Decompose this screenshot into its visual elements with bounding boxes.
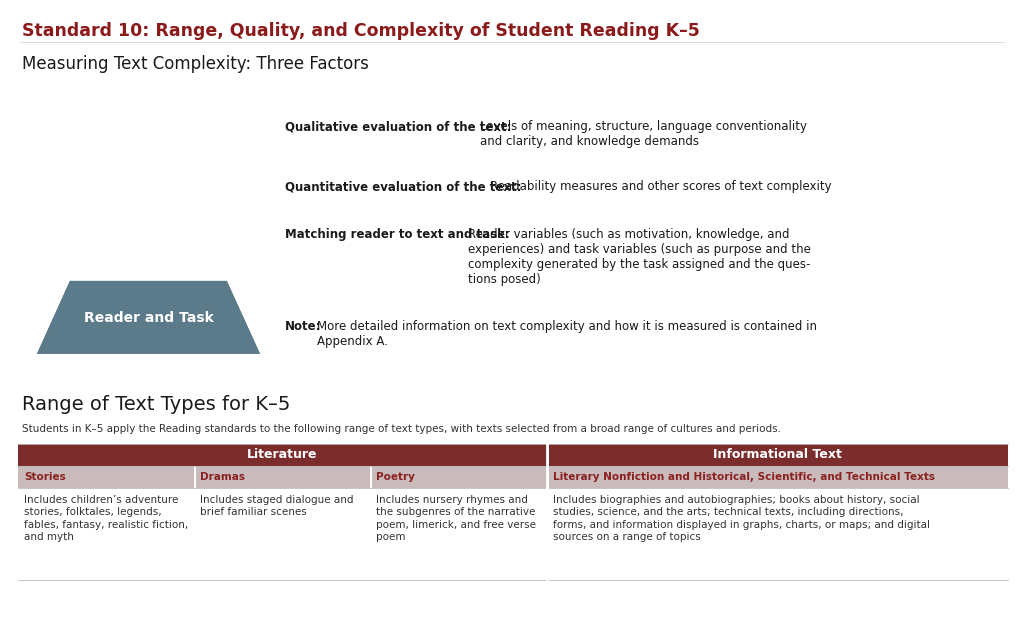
Text: Students in K–5 apply the Reading standards to the following range of text types: Students in K–5 apply the Reading standa…	[22, 424, 781, 434]
Text: Reader variables (such as motivation, knowledge, and
experiences) and task varia: Reader variables (such as motivation, kn…	[468, 228, 811, 286]
Text: Includes biographies and autobiographies; books about history, social
studies, s: Includes biographies and autobiographies…	[553, 495, 930, 543]
Bar	[547, 444, 1008, 466]
Text: Poetry: Poetry	[377, 472, 416, 482]
Bar	[547, 488, 1008, 580]
Bar	[371, 466, 547, 488]
Text: Quantitative evaluation of the text:: Quantitative evaluation of the text:	[285, 180, 521, 193]
Text: Standard 10: Range, Quality, and Complexity of Student Reading K–5: Standard 10: Range, Quality, and Complex…	[22, 22, 699, 40]
Bar	[371, 488, 547, 580]
Text: Levels of meaning, structure, language conventionality
and clarity, and knowledg: Levels of meaning, structure, language c…	[480, 120, 807, 148]
Text: Qualitative: Qualitative	[46, 221, 101, 292]
Text: Quantitative: Quantitative	[193, 222, 253, 301]
Text: Literary Nonfiction and Historical, Scientific, and Technical Texts: Literary Nonfiction and Historical, Scie…	[553, 472, 935, 482]
Bar	[195, 466, 197, 488]
Bar	[18, 444, 547, 466]
Polygon shape	[35, 280, 262, 355]
Polygon shape	[35, 105, 148, 355]
Text: Note:: Note:	[285, 320, 322, 333]
Polygon shape	[148, 105, 262, 355]
Text: Informational Text: Informational Text	[713, 448, 842, 462]
Bar	[371, 466, 373, 488]
Bar	[195, 466, 371, 488]
Text: Matching reader to text and task:: Matching reader to text and task:	[285, 228, 510, 241]
Bar	[18, 466, 195, 488]
Text: Dramas: Dramas	[201, 472, 245, 482]
Text: Includes children’s adventure
stories, folktales, legends,
fables, fantasy, real: Includes children’s adventure stories, f…	[24, 495, 188, 543]
Bar	[547, 444, 549, 466]
Text: Qualitative evaluation of the text:: Qualitative evaluation of the text:	[285, 120, 512, 133]
Text: Range of Text Types for K–5: Range of Text Types for K–5	[22, 395, 291, 414]
Text: Literature: Literature	[247, 448, 317, 462]
Text: Stories: Stories	[24, 472, 66, 482]
Bar	[547, 466, 549, 488]
Bar	[547, 466, 1008, 488]
Bar	[18, 488, 195, 580]
Text: Includes staged dialogue and
brief familiar scenes: Includes staged dialogue and brief famil…	[201, 495, 353, 518]
Text: Includes nursery rhymes and
the subgenres of the narrative
poem, limerick, and f: Includes nursery rhymes and the subgenre…	[377, 495, 537, 543]
Text: Measuring Text Complexity: Three Factors: Measuring Text Complexity: Three Factors	[22, 55, 369, 73]
Text: More detailed information on text complexity and how it is measured is contained: More detailed information on text comple…	[317, 320, 817, 348]
Bar	[195, 488, 371, 580]
Text: Readability measures and other scores of text complexity: Readability measures and other scores of…	[490, 180, 831, 193]
Text: Reader and Task: Reader and Task	[84, 310, 213, 324]
